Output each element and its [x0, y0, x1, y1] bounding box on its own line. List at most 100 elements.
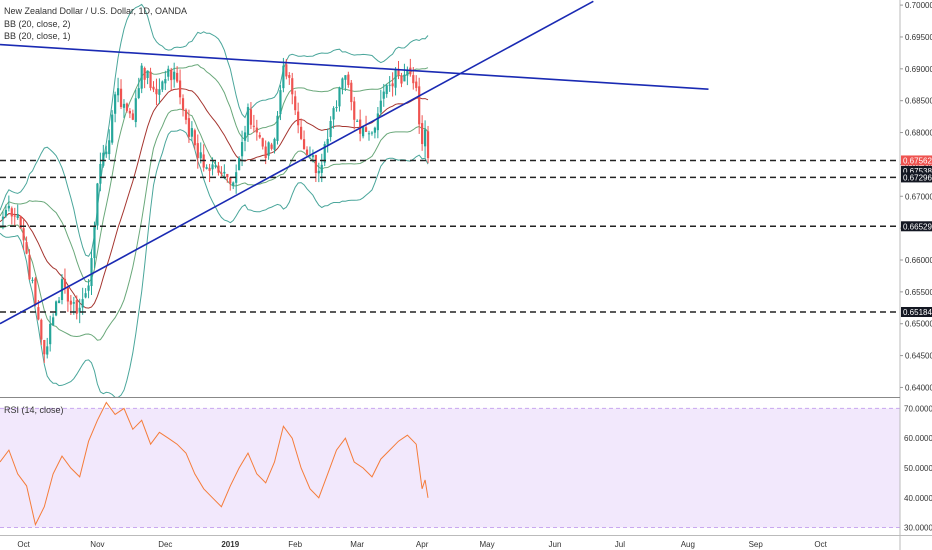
bb-lower-band-1[interactable]: [0, 108, 429, 341]
candle[interactable]: [403, 74, 406, 82]
candle[interactable]: [229, 177, 232, 184]
candle[interactable]: [87, 285, 90, 291]
candle[interactable]: [108, 140, 111, 155]
candle[interactable]: [246, 107, 250, 135]
candle[interactable]: [37, 307, 40, 320]
trendline-support[interactable]: [0, 0, 594, 325]
candle[interactable]: [187, 118, 191, 137]
candle[interactable]: [270, 144, 273, 149]
candle[interactable]: [382, 91, 385, 99]
level-tag[interactable]: [901, 306, 932, 317]
level-tag[interactable]: [901, 155, 932, 166]
candle[interactable]: [149, 71, 152, 88]
candle[interactable]: [46, 346, 49, 355]
candle[interactable]: [196, 143, 199, 159]
candle[interactable]: [294, 96, 297, 111]
candle[interactable]: [22, 228, 25, 241]
candle[interactable]: [7, 205, 10, 209]
candle[interactable]: [373, 127, 377, 133]
candle[interactable]: [370, 132, 374, 134]
candle[interactable]: [90, 258, 93, 287]
candle[interactable]: [181, 98, 185, 111]
candle[interactable]: [258, 135, 261, 138]
candle[interactable]: [267, 142, 270, 156]
level-tag[interactable]: [901, 165, 932, 176]
candle[interactable]: [418, 86, 421, 125]
candle[interactable]: [367, 133, 371, 135]
bb-upper-band-2[interactable]: [0, 3, 429, 257]
candle[interactable]: [205, 167, 208, 169]
candle[interactable]: [164, 79, 167, 84]
candle[interactable]: [376, 113, 379, 131]
candle[interactable]: [217, 165, 220, 173]
candle[interactable]: [34, 278, 37, 305]
candle[interactable]: [167, 68, 170, 77]
candle[interactable]: [193, 130, 196, 146]
candle[interactable]: [326, 138, 329, 145]
candle[interactable]: [93, 226, 96, 259]
candle[interactable]: [84, 293, 87, 298]
candle[interactable]: [111, 114, 114, 143]
candle[interactable]: [329, 120, 332, 138]
candle[interactable]: [415, 81, 418, 88]
bb-lower-band-2[interactable]: [0, 129, 429, 398]
candle[interactable]: [276, 115, 279, 141]
candle[interactable]: [282, 65, 285, 89]
candle[interactable]: [252, 125, 255, 127]
candle[interactable]: [385, 85, 388, 95]
candle[interactable]: [297, 111, 300, 126]
candle[interactable]: [302, 139, 306, 150]
candle[interactable]: [31, 279, 34, 281]
candle[interactable]: [238, 158, 241, 171]
trendline-resistance[interactable]: [0, 43, 709, 91]
candle[interactable]: [49, 323, 52, 345]
candle[interactable]: [391, 83, 394, 87]
candle[interactable]: [134, 98, 137, 123]
candle[interactable]: [116, 88, 120, 96]
candle[interactable]: [173, 71, 176, 80]
level-tag[interactable]: [901, 221, 932, 232]
candle[interactable]: [155, 88, 158, 95]
candle[interactable]: [323, 144, 326, 163]
candle[interactable]: [125, 103, 129, 111]
candle[interactable]: [122, 103, 126, 108]
candle[interactable]: [400, 75, 403, 84]
candle[interactable]: [78, 307, 81, 313]
candle[interactable]: [10, 208, 13, 217]
candle[interactable]: [4, 209, 8, 217]
candle[interactable]: [143, 68, 146, 80]
candle[interactable]: [208, 167, 211, 171]
candle[interactable]: [235, 172, 238, 183]
candle[interactable]: [99, 163, 102, 184]
candle[interactable]: [356, 120, 359, 122]
candle[interactable]: [305, 149, 309, 155]
candle[interactable]: [406, 70, 409, 76]
candle[interactable]: [311, 155, 315, 158]
price-panel[interactable]: [0, 0, 900, 398]
candle[interactable]: [397, 70, 400, 76]
candle[interactable]: [361, 126, 365, 137]
candle[interactable]: [338, 87, 341, 107]
candle[interactable]: [255, 127, 258, 133]
candle[interactable]: [63, 278, 67, 288]
candle[interactable]: [317, 170, 320, 174]
candle[interactable]: [81, 299, 84, 308]
candle[interactable]: [249, 109, 253, 125]
candle[interactable]: [214, 165, 217, 167]
candle[interactable]: [300, 126, 303, 139]
candle[interactable]: [131, 113, 134, 120]
candle[interactable]: [350, 82, 353, 103]
candle[interactable]: [232, 182, 235, 186]
candle[interactable]: [170, 69, 173, 81]
candle[interactable]: [190, 128, 193, 137]
candle[interactable]: [388, 84, 391, 86]
candle[interactable]: [291, 78, 294, 95]
candle[interactable]: [128, 110, 131, 114]
candle[interactable]: [72, 302, 75, 304]
candle[interactable]: [66, 288, 69, 302]
candle[interactable]: [19, 216, 22, 229]
indicator-bb-1[interactable]: BB (20, close, 1): [4, 31, 71, 41]
candle[interactable]: [364, 127, 368, 132]
candle[interactable]: [240, 142, 244, 157]
